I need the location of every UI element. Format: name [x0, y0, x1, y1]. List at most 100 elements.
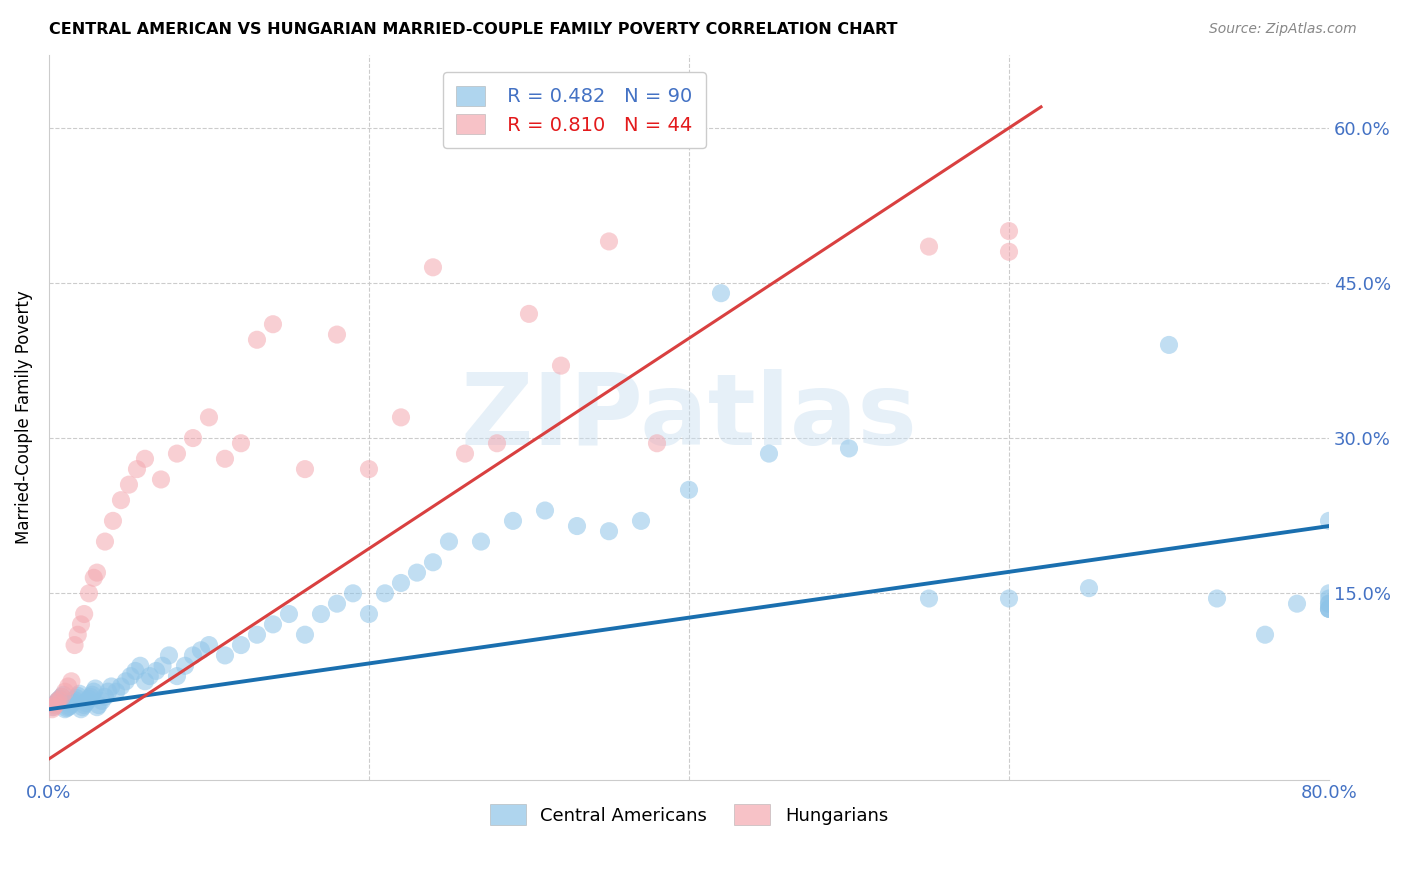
Point: [94, 534, 117, 549]
Point: [48, 693, 70, 707]
Legend: Central Americans, Hungarians: Central Americans, Hungarians: [479, 793, 898, 836]
Point: [53, 684, 76, 698]
Point: [62, 695, 84, 709]
Point: [357, 462, 380, 476]
Point: [1317, 514, 1340, 528]
Point: [190, 643, 212, 657]
Point: [87, 698, 110, 712]
Point: [246, 333, 269, 347]
Point: [125, 462, 148, 476]
Point: [278, 607, 301, 621]
Point: [77, 692, 100, 706]
Point: [181, 648, 204, 663]
Point: [1317, 597, 1340, 611]
Point: [565, 519, 588, 533]
Point: [838, 442, 860, 456]
Point: [406, 566, 429, 580]
Text: Source: ZipAtlas.com: Source: ZipAtlas.com: [1209, 22, 1357, 37]
Point: [485, 436, 508, 450]
Point: [1317, 597, 1340, 611]
Point: [86, 566, 108, 580]
Point: [60, 697, 83, 711]
Point: [422, 555, 444, 569]
Point: [229, 638, 252, 652]
Point: [1285, 597, 1308, 611]
Point: [44, 698, 66, 712]
Point: [42, 700, 65, 714]
Point: [710, 286, 733, 301]
Point: [66, 689, 89, 703]
Point: [59, 699, 82, 714]
Point: [49, 692, 72, 706]
Point: [110, 493, 132, 508]
Point: [214, 648, 236, 663]
Point: [1206, 591, 1229, 606]
Point: [94, 690, 117, 704]
Point: [389, 576, 412, 591]
Point: [56, 700, 79, 714]
Point: [129, 658, 152, 673]
Point: [41, 702, 63, 716]
Point: [79, 690, 101, 704]
Point: [51, 690, 73, 704]
Point: [550, 359, 572, 373]
Point: [214, 451, 236, 466]
Point: [598, 524, 620, 539]
Point: [1317, 602, 1340, 616]
Point: [309, 607, 332, 621]
Point: [294, 628, 316, 642]
Point: [77, 586, 100, 600]
Y-axis label: Married-Couple Family Poverty: Married-Couple Family Poverty: [15, 291, 32, 544]
Point: [294, 462, 316, 476]
Point: [678, 483, 700, 497]
Point: [1078, 581, 1101, 595]
Point: [82, 688, 104, 702]
Point: [149, 473, 172, 487]
Point: [645, 436, 668, 450]
Point: [65, 690, 87, 705]
Point: [44, 697, 66, 711]
Point: [998, 244, 1021, 259]
Point: [70, 702, 93, 716]
Point: [198, 410, 221, 425]
Point: [174, 658, 197, 673]
Point: [374, 586, 396, 600]
Point: [72, 700, 94, 714]
Point: [76, 694, 98, 708]
Text: ZIPatlas: ZIPatlas: [461, 369, 918, 466]
Point: [63, 693, 86, 707]
Point: [118, 477, 141, 491]
Point: [53, 702, 76, 716]
Point: [1317, 602, 1340, 616]
Point: [67, 687, 90, 701]
Point: [357, 607, 380, 621]
Point: [181, 431, 204, 445]
Point: [998, 224, 1021, 238]
Point: [48, 693, 70, 707]
Point: [918, 591, 941, 606]
Point: [998, 591, 1021, 606]
Point: [1317, 591, 1340, 606]
Point: [90, 694, 112, 708]
Point: [246, 628, 269, 642]
Point: [758, 447, 780, 461]
Point: [326, 327, 349, 342]
Point: [73, 698, 96, 712]
Point: [145, 664, 167, 678]
Point: [52, 688, 75, 702]
Point: [157, 648, 180, 663]
Point: [97, 684, 120, 698]
Point: [422, 260, 444, 275]
Point: [326, 597, 349, 611]
Point: [437, 534, 460, 549]
Point: [56, 680, 79, 694]
Point: [630, 514, 652, 528]
Point: [46, 695, 69, 709]
Point: [134, 451, 156, 466]
Point: [262, 317, 284, 331]
Point: [60, 674, 83, 689]
Point: [73, 607, 96, 621]
Point: [46, 695, 69, 709]
Point: [1317, 586, 1340, 600]
Point: [342, 586, 364, 600]
